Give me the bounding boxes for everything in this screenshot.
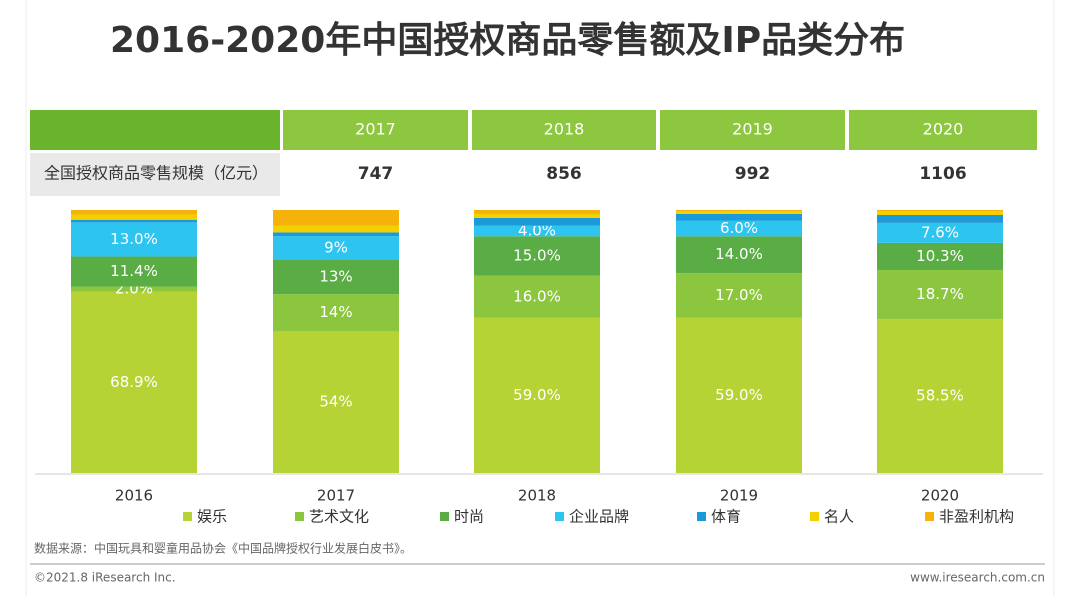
- bar-segment: [71, 210, 197, 215]
- bar-segment: [474, 317, 600, 473]
- data-label: 6.0%: [720, 219, 758, 237]
- bar-segment: [474, 236, 600, 276]
- bar-segment: [273, 225, 399, 233]
- legend-swatch: [440, 512, 449, 521]
- bar-segment: [474, 225, 600, 237]
- bar-segment: [877, 319, 1003, 473]
- bar-segment: [273, 294, 399, 331]
- legend-swatch: [555, 512, 564, 521]
- bar-segment: [273, 232, 399, 237]
- table-label-cell: [30, 153, 280, 196]
- legend-label: 非盈利机构: [939, 508, 1014, 526]
- table-value: 992: [735, 164, 771, 184]
- table-year: 2020: [923, 120, 964, 139]
- bar-segment: [676, 210, 802, 212]
- bar-segment: [676, 211, 802, 214]
- data-label: 58.5%: [916, 387, 964, 405]
- legend-label: 艺术文化: [309, 508, 369, 526]
- bar-segment: [676, 213, 802, 221]
- legend-label: 企业品牌: [569, 508, 629, 526]
- table-year-cell: [472, 110, 656, 150]
- data-label: 68.9%: [110, 373, 158, 391]
- table-row-label: 全国授权商品零售规模（亿元）: [44, 164, 268, 183]
- data-label: 14%: [319, 303, 352, 321]
- legend-swatch: [925, 512, 934, 521]
- bar-segment: [877, 269, 1003, 320]
- data-label: 13.0%: [110, 230, 158, 248]
- bar-segment: [474, 210, 600, 214]
- legend-swatch: [697, 512, 706, 521]
- data-label: 14.0%: [715, 245, 763, 263]
- data-label: 18.7%: [916, 285, 964, 303]
- data-label: 4.0%: [518, 222, 556, 240]
- data-label: 17.0%: [715, 286, 763, 304]
- table-value: 747: [358, 164, 394, 184]
- legend-swatch: [810, 512, 819, 521]
- x-tick-label: 2018: [518, 487, 556, 505]
- bar-segment: [474, 275, 600, 318]
- data-label: 11.4%: [110, 262, 158, 280]
- bar-segment: [71, 222, 197, 257]
- table-year-cell: [283, 110, 468, 150]
- bar-segment: [71, 256, 197, 287]
- bar-segment: [71, 214, 197, 220]
- table-year: 2018: [544, 120, 585, 139]
- data-label: 10.3%: [916, 247, 964, 265]
- bar-segment: [273, 259, 399, 295]
- data-label: 54%: [319, 392, 352, 410]
- table-year-cell: [849, 110, 1037, 150]
- bar-segment: [676, 220, 802, 237]
- bar-segment: [474, 217, 600, 226]
- table-year: 2019: [732, 120, 773, 139]
- chart-title: 2016-2020年中国授权商品零售额及IP品类分布: [110, 20, 905, 61]
- bar-segment: [474, 213, 600, 218]
- data-label: 59.0%: [513, 386, 561, 404]
- legend-label: 体育: [711, 508, 741, 526]
- bar-segment: [877, 222, 1003, 243]
- source-note: 数据来源：中国玩具和婴童用品协会《中国品牌授权行业发展白皮书》。: [34, 541, 412, 556]
- table-value: 856: [546, 164, 582, 184]
- bar-segment: [877, 214, 1003, 223]
- bar-segment: [877, 211, 1003, 215]
- x-tick-label: 2017: [317, 487, 355, 505]
- copyright: ©2021.8 iResearch Inc.: [34, 571, 176, 585]
- bar-segment: [676, 236, 802, 274]
- bar-segment: [676, 317, 802, 473]
- bar-segment: [71, 291, 197, 473]
- legend-label: 名人: [824, 508, 854, 526]
- data-label: 7.6%: [921, 223, 959, 241]
- table-value: 1106: [919, 164, 966, 184]
- bar-segment: [273, 210, 399, 226]
- data-label: 16.0%: [513, 287, 561, 305]
- data-label: 9%: [324, 239, 348, 257]
- bar-segment: [71, 219, 197, 223]
- table-year-cell: [660, 110, 845, 150]
- bar-segment: [877, 242, 1003, 270]
- legend-swatch: [183, 512, 192, 521]
- bar-segment: [273, 330, 399, 473]
- x-tick-label: 2016: [115, 487, 153, 505]
- footer-url: www.iresearch.com.cn: [910, 571, 1045, 585]
- bar-segment: [273, 236, 399, 260]
- x-tick-label: 2020: [921, 487, 959, 505]
- legend-label: 娱乐: [197, 508, 227, 526]
- legend-label: 时尚: [454, 508, 484, 526]
- legend-swatch: [295, 512, 304, 521]
- bar-segment: [71, 286, 197, 292]
- table-year: 2017: [355, 120, 396, 139]
- data-label: 13%: [319, 268, 352, 286]
- bar-segment: [676, 273, 802, 318]
- x-tick-label: 2019: [720, 487, 758, 505]
- data-label: 15.0%: [513, 247, 561, 265]
- table-header-cell: [30, 110, 280, 150]
- data-label: 59.0%: [715, 386, 763, 404]
- bar-segment: [877, 210, 1003, 212]
